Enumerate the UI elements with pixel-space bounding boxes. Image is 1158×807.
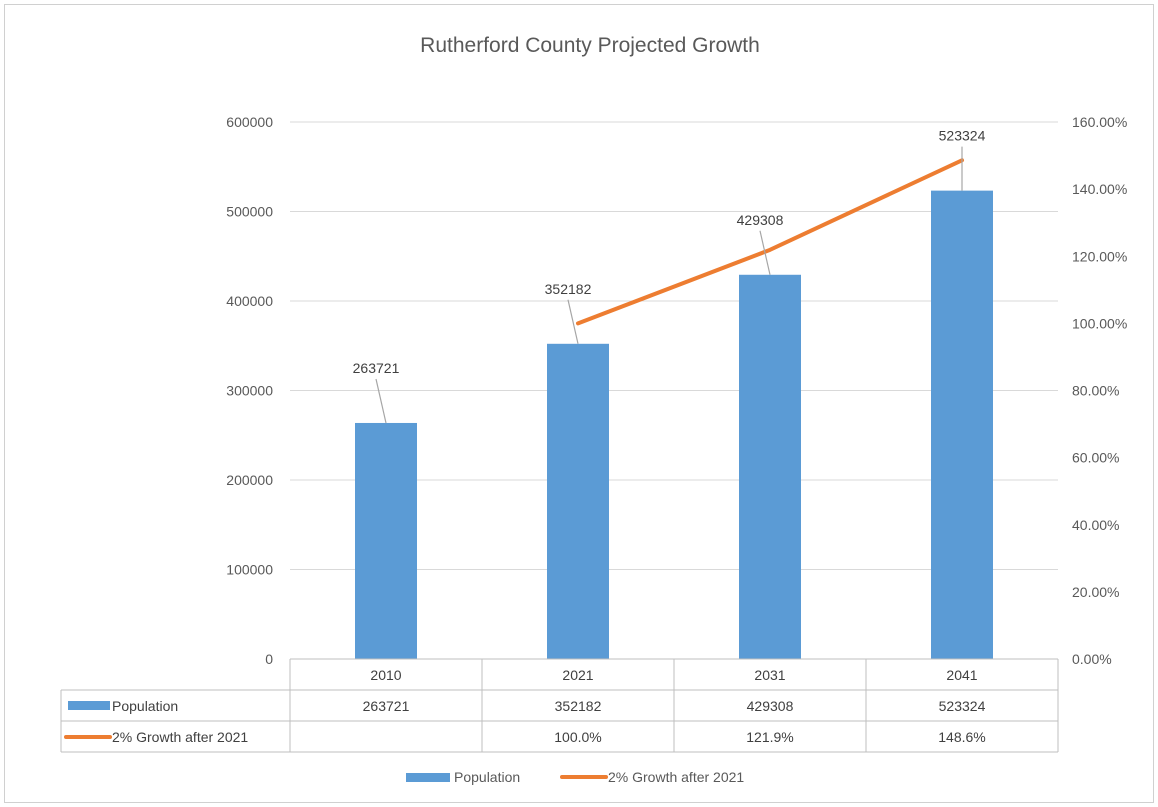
- category-label: 2010: [370, 667, 401, 683]
- table-cell: 100.0%: [554, 729, 601, 745]
- data-label-leader: [567, 299, 579, 344]
- right-tick-label: 60.00%: [1072, 450, 1119, 466]
- right-tick-label: 0.00%: [1072, 651, 1112, 667]
- table-cell: 429308: [747, 698, 794, 714]
- population-bar: [355, 422, 417, 659]
- population-bar: [739, 274, 801, 659]
- right-tick-label: 140.00%: [1072, 181, 1127, 197]
- growth-line: [576, 158, 964, 326]
- left-tick-label: 100000: [226, 562, 273, 578]
- data-label-leader: [375, 378, 387, 424]
- line-series: [576, 158, 964, 326]
- chart-title: Rutherford County Projected Growth: [420, 34, 760, 57]
- left-tick-label: 0: [265, 651, 273, 667]
- gridlines: [290, 121, 1058, 570]
- table-cell: 352182: [555, 698, 602, 714]
- population-data-label: 429308: [737, 212, 784, 228]
- right-tick-label: 120.00%: [1072, 248, 1127, 264]
- right-axis: 0.00% 20.00% 40.00% 60.00% 80.00% 100.00% 120.…: [1072, 114, 1127, 667]
- right-tick-label: 160.00%: [1072, 114, 1127, 130]
- left-axis: 0 100000 200000 300000 400000 500000 600000: [226, 114, 273, 667]
- right-tick-label: 100.00%: [1072, 315, 1127, 331]
- table-row-label: Population: [112, 698, 178, 714]
- category-label: 2031: [754, 667, 785, 683]
- population-bar: [931, 190, 993, 660]
- right-tick-label: 80.00%: [1072, 383, 1119, 399]
- left-tick-label: 300000: [226, 383, 273, 399]
- bar-series: [355, 190, 993, 660]
- population-data-label: 263721: [353, 360, 400, 376]
- left-tick-label: 500000: [226, 204, 273, 220]
- data-labels: 263721 352182 429308 523324: [353, 128, 986, 424]
- table-key-bar: [68, 701, 110, 710]
- population-bar: [547, 343, 609, 659]
- right-tick-label: 40.00%: [1072, 517, 1119, 533]
- population-data-label: 523324: [939, 128, 986, 144]
- category-label: 2041: [946, 667, 977, 683]
- population-data-label: 352182: [545, 281, 592, 297]
- table-cell: 148.6%: [938, 729, 985, 745]
- legend-key-bar: [406, 773, 450, 782]
- category-label: 2021: [562, 667, 593, 683]
- table-cell: 523324: [939, 698, 986, 714]
- legend-label: 2% Growth after 2021: [608, 769, 744, 785]
- data-table: 2010 2021 2031 2041 Population 263721 352182 42…: [60, 658, 1059, 753]
- table-cell: 263721: [363, 698, 410, 714]
- legend-label: Population: [454, 769, 520, 785]
- legend: Population 2% Growth after 2021: [406, 769, 744, 785]
- left-tick-label: 600000: [226, 114, 273, 130]
- table-cell: 121.9%: [746, 729, 793, 745]
- data-label-leader: [759, 230, 771, 275]
- right-tick-label: 20.00%: [1072, 584, 1119, 600]
- left-tick-label: 200000: [226, 472, 273, 488]
- left-tick-label: 400000: [226, 293, 273, 309]
- table-row-label: 2% Growth after 2021: [112, 729, 248, 745]
